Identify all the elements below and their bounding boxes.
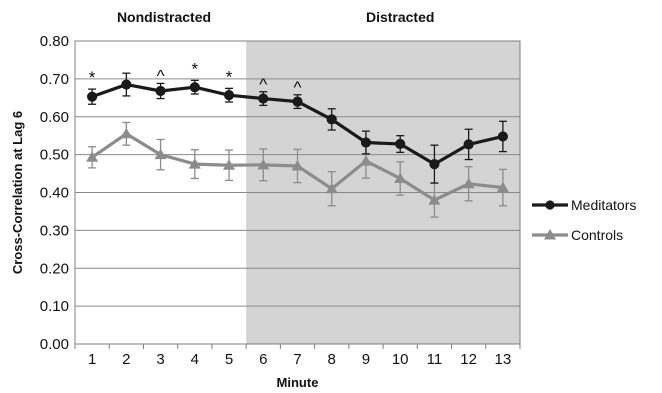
x-tick-label: 8 xyxy=(328,351,336,368)
significance-marker: * xyxy=(226,67,233,86)
significance-marker: * xyxy=(191,59,198,78)
y-tick-labels: 0.00 0.10 0.20 0.30 0.40 0.50 0.60 0.70 0.80 xyxy=(40,33,69,353)
section-label-nondistracted: Nondistracted xyxy=(117,9,211,25)
data-point-meditators xyxy=(87,91,98,102)
data-point-meditators xyxy=(360,137,372,148)
y-tick-label: 0.40 xyxy=(40,185,69,202)
y-tick-label: 0.10 xyxy=(40,298,69,315)
y-tick-label: 0.60 xyxy=(40,109,69,126)
x-tick-label: 9 xyxy=(362,351,370,368)
series-meditators xyxy=(87,72,508,184)
data-point-meditators xyxy=(395,138,406,150)
data-point-controls xyxy=(291,159,304,171)
significance-marker: ^ xyxy=(259,75,267,94)
data-point-controls xyxy=(428,194,441,205)
x-tick-label: 11 xyxy=(427,351,443,368)
significance-marker: * xyxy=(89,68,96,87)
x-tick-label: 10 xyxy=(392,351,409,368)
data-point-controls xyxy=(359,155,372,166)
legend-item-controls: Controls xyxy=(532,227,623,243)
data-point-controls xyxy=(496,181,509,193)
y-tick-label: 0.00 xyxy=(40,336,69,353)
data-point-controls xyxy=(154,148,167,160)
data-point-controls xyxy=(86,151,99,162)
y-tick-label: 0.50 xyxy=(40,147,69,164)
significance-marker: ^ xyxy=(157,66,165,85)
y-tick-label: 0.70 xyxy=(40,71,69,88)
y-axis-title: Cross-Correlation at Lag 6 xyxy=(10,111,25,274)
data-point-controls xyxy=(257,158,270,170)
x-tick-label: 2 xyxy=(122,351,130,368)
x-tick-label: 7 xyxy=(293,351,301,368)
data-point-meditators xyxy=(429,158,440,170)
series-layer xyxy=(86,72,509,218)
data-point-meditators xyxy=(121,79,132,90)
x-tick-label: 1 xyxy=(88,351,96,368)
plot-frame xyxy=(74,40,521,345)
data-point-meditators xyxy=(155,85,166,97)
data-point-controls xyxy=(325,182,338,194)
x-tick-label: 13 xyxy=(495,351,512,368)
x-tick-label: 6 xyxy=(259,351,267,368)
y-tick-label: 0.30 xyxy=(40,222,69,239)
x-axis-title: Minute xyxy=(277,375,319,390)
data-point-meditators xyxy=(189,82,200,93)
y-tick-label: 0.20 xyxy=(40,260,69,277)
legend-label-controls: Controls xyxy=(571,227,623,243)
y-tick-label: 0.80 xyxy=(40,33,69,50)
legend-item-meditators: Meditators xyxy=(532,197,636,213)
significance-marker: ^ xyxy=(294,78,302,97)
legend-marker-meditators xyxy=(545,200,555,210)
x-tick-labels: 1 2 3 4 5 6 7 8 9 10 11 12 13 xyxy=(74,344,521,368)
data-point-meditators xyxy=(497,131,508,142)
legend-label-meditators: Meditators xyxy=(571,197,636,213)
x-tick-label: 5 xyxy=(225,351,233,368)
annotation-layer: * ^ * * ^ ^ xyxy=(89,59,302,96)
data-point-controls xyxy=(120,127,133,139)
data-point-controls xyxy=(223,159,236,170)
x-tick-label: 12 xyxy=(460,351,477,368)
data-point-meditators xyxy=(258,93,269,104)
data-point-meditators xyxy=(223,90,235,101)
x-tick-label: 4 xyxy=(191,351,199,368)
data-point-controls xyxy=(188,158,201,169)
data-point-controls xyxy=(462,177,475,189)
x-tick-label: 3 xyxy=(156,351,164,368)
legend: Meditators Controls xyxy=(532,197,636,243)
data-point-meditators xyxy=(292,96,303,107)
legend-marker-controls xyxy=(544,229,556,240)
data-point-meditators xyxy=(326,114,337,125)
data-point-controls xyxy=(394,172,407,183)
data-point-meditators xyxy=(463,139,474,150)
section-label-distracted: Distracted xyxy=(366,9,434,25)
